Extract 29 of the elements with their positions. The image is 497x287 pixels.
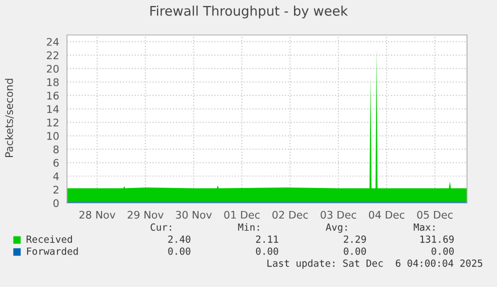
y-tick-label: 18 <box>47 78 59 86</box>
x-tick-label: 28 Nov <box>79 210 116 219</box>
text: Last update: Sat Dec 6 04:00:04 2025 <box>267 259 482 269</box>
x-tick-label: 04 Dec <box>368 210 404 219</box>
y-axis-title: Packets/second <box>4 78 14 158</box>
y-tick-label: 10 <box>47 132 59 140</box>
x-tick-label: 29 Nov <box>128 210 164 219</box>
text: 0.00 0.00 0.00 0.00 <box>168 247 454 255</box>
y-tick-label: 2 <box>53 186 58 194</box>
y-tick-label: 16 <box>47 92 59 100</box>
y-tick-label: 12 <box>47 118 58 126</box>
y-tick-label: 8 <box>53 145 59 154</box>
x-tick-label: 05 Dec <box>417 210 453 219</box>
chart-title: Firewall Throughput - by week <box>150 6 348 18</box>
x-tick-label: 01 Dec <box>224 210 260 219</box>
y-tick-label: 6 <box>53 158 59 167</box>
y-tick-label: 22 <box>46 51 58 60</box>
legend-label: Received <box>26 235 72 243</box>
text: 2.40 2.11 2.29 131.69 <box>168 235 454 243</box>
y-tick-label: 20 <box>46 64 59 73</box>
y-tick-label: 14 <box>47 105 59 113</box>
x-tick-label: 03 Dec <box>320 210 356 219</box>
y-tick-label: 4 <box>53 172 59 180</box>
y-tick-label: 24 <box>46 38 59 46</box>
text: Cur: Min: Avg: Max: <box>150 223 434 233</box>
y-tick-label: 0 <box>53 199 59 208</box>
legend-label: Forwarded <box>27 247 78 255</box>
x-tick-label: 02 Dec <box>272 210 308 219</box>
x-tick-label: 30 Nov <box>176 210 212 219</box>
